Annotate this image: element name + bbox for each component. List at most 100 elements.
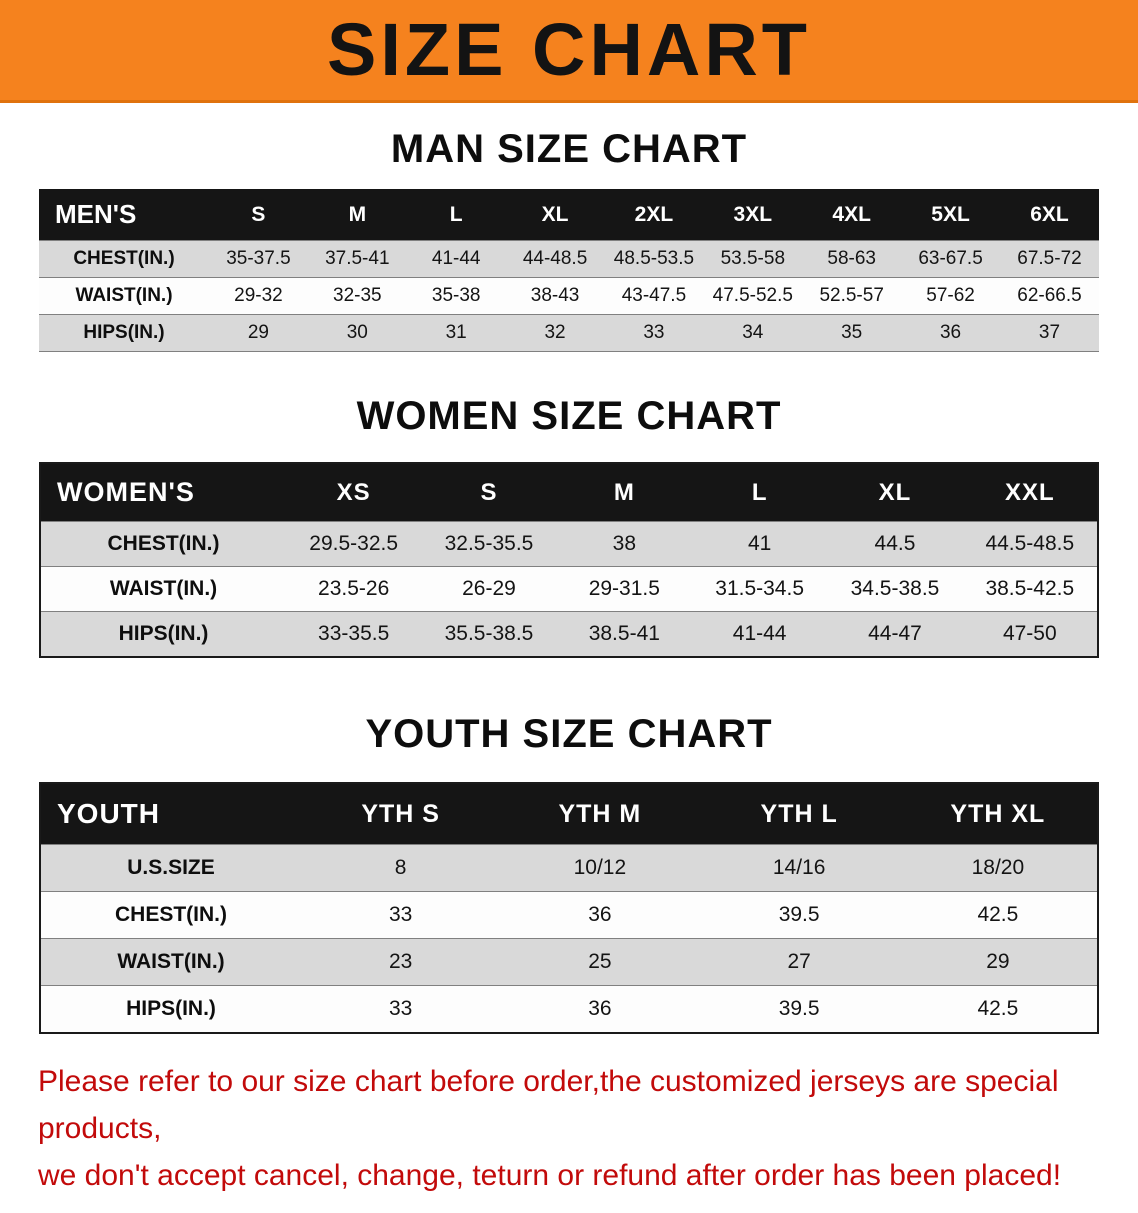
disclaimer: Please refer to our size chart before or… [38, 1058, 1100, 1199]
youth-section-heading: YOUTH SIZE CHART [365, 712, 773, 756]
value-cell: 62-66.5 [1017, 285, 1082, 306]
value-cell: 33 [388, 903, 413, 926]
value-cell: 41-44 [431, 248, 481, 269]
value-cell: 31.5-34.5 [715, 577, 805, 600]
value-cell: 27 [787, 950, 811, 973]
women-size-header-cell: M [556, 463, 692, 522]
youth-table-row: HIPS(IN.) 33 36 39.5 42.5 [40, 985, 1098, 1033]
value-cell: 47.5-52.5 [712, 285, 793, 306]
value-cell: 35-38 [431, 285, 481, 306]
value-cell: 33 [388, 997, 413, 1020]
youth-table-row: WAIST(IN.) 23 25 27 29 [40, 938, 1098, 986]
men-size-header-cell: M [307, 189, 407, 241]
value-cell: 44.5 [874, 532, 916, 555]
value-cell: 33 [643, 322, 665, 343]
value-cell: 18/20 [971, 856, 1025, 879]
women-size-table: WOMEN'S XS S M L XL XXL CHEST(IN.) 29.5-32.5 32.5… [39, 462, 1099, 658]
value-cell: 53.5-58 [720, 248, 786, 269]
value-cell: 39.5 [778, 903, 820, 926]
value-cell: 41 [747, 532, 772, 555]
women-table-row: HIPS(IN.) 33-35.5 35.5-38.5 38.5-41 41-44 44-… [40, 611, 1098, 657]
value-cell: 42.5 [977, 903, 1019, 926]
value-cell: 31 [445, 322, 467, 343]
women-table-header-row: WOMEN'S XS S M L XL XXL [40, 463, 1098, 522]
row-label-cell: CHEST(IN.) [115, 903, 227, 926]
value-cell: 38-43 [530, 285, 580, 306]
value-cell: 35.5-38.5 [444, 622, 534, 645]
men-size-header-cell: L [406, 189, 506, 241]
youth-size-header-cell: YTH M [500, 783, 700, 845]
value-cell: 34 [742, 322, 764, 343]
row-label-cell: HIPS(IN.) [126, 997, 216, 1020]
banner: SIZE CHART [0, 0, 1138, 103]
row-label-cell: WAIST(IN.) [109, 577, 218, 600]
men-section-heading: MAN SIZE CHART [390, 127, 748, 171]
value-cell: 38.5-42.5 [985, 577, 1075, 600]
row-label-cell: CHEST(IN.) [107, 532, 220, 555]
value-cell: 63-67.5 [918, 248, 983, 269]
value-cell: 38.5-41 [588, 622, 660, 645]
men-size-header-cell: S [209, 189, 308, 241]
value-cell: 42.5 [977, 997, 1019, 1020]
value-cell: 44-47 [868, 622, 922, 645]
men-size-header-cell: 2XL [604, 189, 704, 241]
men-table-title-cell: MEN'S [39, 189, 209, 241]
youth-size-header-cell: YTH S [301, 783, 501, 845]
disclaimer-line-1: Please refer to our size chart before or… [38, 1065, 1059, 1145]
value-cell: 44.5-48.5 [985, 532, 1075, 555]
men-size-header-cell: XL [505, 189, 605, 241]
youth-table-header-row: YOUTH YTH S YTH M YTH L YTH XL [40, 783, 1098, 845]
value-cell: 32-35 [333, 285, 382, 306]
value-cell: 58-63 [827, 248, 876, 269]
value-cell: 57-62 [926, 285, 975, 306]
women-section: WOMEN SIZE CHART WOMEN'S XS S M L XL XXL CHEST(… [0, 392, 1138, 658]
value-cell: 23.5-26 [318, 577, 390, 600]
value-cell: 35 [841, 322, 863, 343]
youth-size-table: YOUTH YTH S YTH M YTH L YTH XL U.S.SIZE 8 10/12… [39, 782, 1099, 1034]
women-table-row: WAIST(IN.) 23.5-26 26-29 29-31.5 31.5-34.5 34… [40, 566, 1098, 612]
value-cell: 35-37.5 [226, 248, 291, 269]
row-label-cell: U.S.SIZE [127, 856, 215, 879]
value-cell: 37 [1038, 322, 1061, 343]
men-size-table: MEN'S S M L XL 2XL 3XL 4XL 5XL 6XL CHEST(IN.) 35-37… [39, 189, 1099, 352]
youth-size-header-cell: YTH L [699, 783, 899, 845]
disclaimer-line-2: we don't accept cancel, change, teturn o… [38, 1159, 1062, 1192]
value-cell: 67.5-72 [1017, 248, 1082, 269]
men-table-row: HIPS(IN.) 29 30 31 32 33 34 35 36 37 [39, 314, 1099, 352]
women-table-title-cell: WOMEN'S [40, 463, 286, 522]
value-cell: 34.5-38.5 [850, 577, 940, 600]
men-size-header-cell: 3XL [703, 189, 803, 241]
men-section: MAN SIZE CHART MEN'S S M L XL 2XL 3XL 4XL 5XL 6XL… [0, 125, 1138, 352]
value-cell: 25 [588, 950, 612, 973]
value-cell: 29.5-32.5 [309, 532, 399, 555]
value-cell: 32.5-35.5 [444, 532, 534, 555]
men-table-row: CHEST(IN.) 35-37.5 37.5-41 41-44 44-48.5 48.5… [39, 240, 1099, 278]
value-cell: 29-31.5 [588, 577, 660, 600]
men-size-header-cell: 4XL [802, 189, 902, 241]
youth-size-header-cell: YTH XL [898, 783, 1098, 845]
value-cell: 8 [394, 856, 407, 879]
value-cell: 43-47.5 [621, 285, 687, 306]
value-cell: 29-32 [234, 285, 283, 306]
row-label-cell: CHEST(IN.) [73, 248, 175, 269]
value-cell: 44-48.5 [522, 248, 588, 269]
men-size-header-cell: 6XL [1000, 189, 1099, 241]
women-table-row: CHEST(IN.) 29.5-32.5 32.5-35.5 38 41 44.5 44.5… [40, 521, 1098, 567]
value-cell: 39.5 [778, 997, 820, 1020]
value-cell: 37.5-41 [325, 248, 390, 269]
page-title: SIZE CHART [327, 8, 811, 91]
value-cell: 36 [939, 322, 962, 343]
women-section-heading: WOMEN SIZE CHART [356, 394, 782, 438]
women-size-header-cell: L [691, 463, 828, 522]
value-cell: 32 [544, 322, 566, 343]
women-size-header-cell: XXL [962, 463, 1098, 522]
value-cell: 23 [388, 950, 413, 973]
youth-table-title-cell: YOUTH [40, 783, 301, 845]
row-label-cell: WAIST(IN.) [117, 950, 225, 973]
youth-section: YOUTH SIZE CHART YOUTH YTH S YTH M YTH L YTH… [0, 710, 1138, 1034]
women-size-header-cell: S [421, 463, 557, 522]
youth-table-row: U.S.SIZE 8 10/12 14/16 18/20 [40, 844, 1098, 892]
men-size-header-cell: 5XL [901, 189, 1000, 241]
value-cell: 47-50 [1002, 622, 1057, 645]
